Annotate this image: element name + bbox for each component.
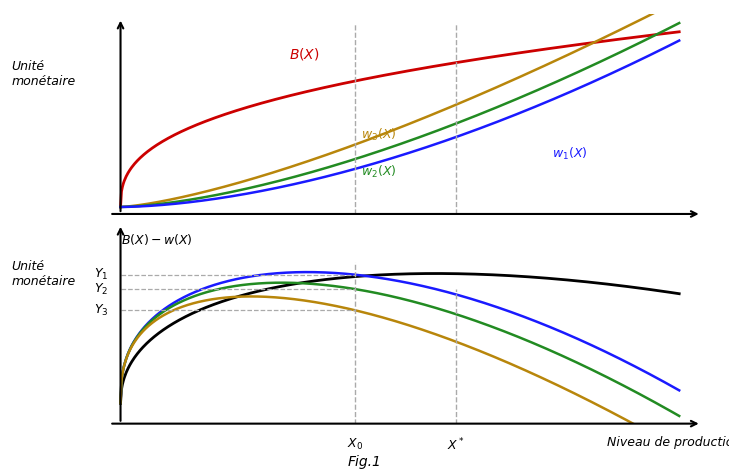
Text: $B(X)$: $B(X)$ [289, 46, 319, 62]
Text: $X_0$: $X_0$ [347, 436, 363, 452]
Text: $w_1(X)$: $w_1(X)$ [552, 146, 587, 162]
Text: $w_3(X)$: $w_3(X)$ [361, 127, 396, 143]
Text: $X^*$: $X^*$ [447, 436, 464, 453]
Text: $Y_3$: $Y_3$ [94, 303, 108, 318]
Text: Unité
monétaire: Unité monétaire [12, 60, 76, 88]
Text: Unité
monétaire: Unité monétaire [12, 260, 76, 288]
Text: $Y_1$: $Y_1$ [94, 267, 108, 282]
Text: $B(X) - w(X)$: $B(X) - w(X)$ [121, 232, 193, 247]
Text: Niveau de production: Niveau de production [607, 436, 729, 449]
Text: $w_2(X)$: $w_2(X)$ [361, 164, 396, 180]
Text: Fig.1: Fig.1 [348, 456, 381, 469]
Text: $Y_2$: $Y_2$ [94, 282, 108, 297]
